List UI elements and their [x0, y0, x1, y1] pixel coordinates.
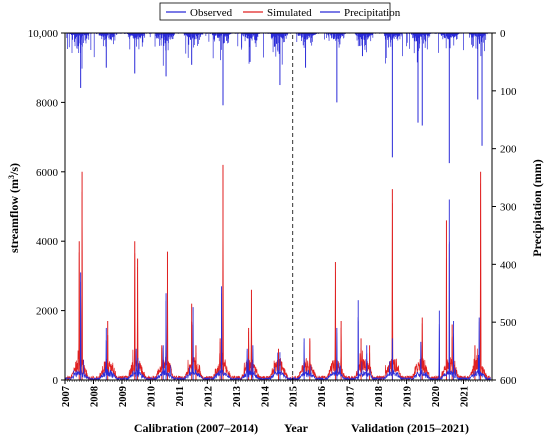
y-left-tick-label: 8000: [36, 97, 59, 109]
x-tick-label: 2017: [346, 386, 357, 407]
plot-area: [65, 33, 492, 380]
x-tick-label: 2021: [460, 386, 471, 407]
legend-label-observed: Observed: [190, 7, 233, 19]
y-axis-label-left: streamflow (m3/s): [7, 163, 22, 253]
legend: Observed Simulated Precipitation: [159, 2, 401, 21]
y-left-tick-label: 0: [53, 375, 59, 387]
y-axis-label-right: Precipitation (mm): [530, 159, 544, 256]
y-right-tick-label: 500: [500, 317, 517, 329]
legend-label-precipitation: Precipitation: [344, 7, 401, 19]
x-tick-label: 2012: [203, 386, 214, 407]
y-right-tick-label: 600: [500, 375, 517, 387]
x-tick-label: 2015: [289, 386, 300, 407]
precipitation-series: [64, 33, 491, 164]
y-left-tick-label: 10,000: [28, 28, 59, 40]
calibration-label: Calibration (2007–2014): [134, 421, 258, 435]
y-left-tick-label: 2000: [36, 306, 59, 318]
y-right-tick-label: 200: [500, 144, 517, 156]
y-left-tick-label: 6000: [36, 167, 59, 179]
x-tick-label: 2019: [403, 386, 414, 407]
x-tick-label: 2013: [232, 386, 243, 407]
x-tick-label: 2014: [260, 385, 271, 407]
observed-series: [64, 199, 491, 381]
y-left-tick-label: 4000: [36, 236, 59, 248]
x-tick-label: 2010: [146, 386, 157, 407]
legend-label-simulated: Simulated: [267, 7, 312, 19]
x-tick-label: 2018: [374, 386, 385, 407]
x-tick-label: 2020: [431, 386, 442, 407]
y-right-tick-label: 100: [500, 86, 517, 98]
x-tick-label: 2009: [118, 386, 129, 407]
x-tick-label: 2008: [89, 386, 100, 407]
y-right-tick-label: 0: [500, 28, 506, 40]
x-tick-label: 2007: [61, 386, 72, 407]
x-tick-label: 2016: [317, 386, 328, 407]
y-right-tick-label: 400: [500, 259, 517, 271]
x-axis-label: Year: [284, 421, 309, 435]
y-right-tick-label: 300: [500, 202, 517, 214]
x-tick-label: 2011: [175, 386, 186, 406]
validation-label: Validation (2015–2021): [351, 421, 469, 435]
